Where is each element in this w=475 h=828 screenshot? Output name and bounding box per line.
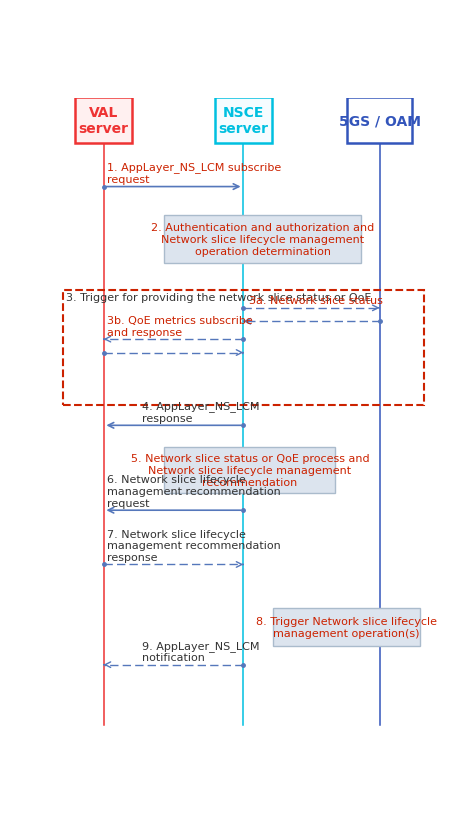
FancyBboxPatch shape <box>273 608 420 647</box>
Text: 3a. Network slice status: 3a. Network slice status <box>249 296 383 306</box>
Text: 9. AppLayer_NS_LCM
notification: 9. AppLayer_NS_LCM notification <box>142 640 260 662</box>
Bar <box>63 291 424 406</box>
Text: 1. AppLayer_NS_LCM subscribe
request: 1. AppLayer_NS_LCM subscribe request <box>107 162 282 185</box>
FancyBboxPatch shape <box>75 98 132 144</box>
Text: NSCE
server: NSCE server <box>218 106 268 136</box>
Text: 4. AppLayer_NS_LCM
response: 4. AppLayer_NS_LCM response <box>142 401 260 423</box>
Text: 2. Authentication and authorization and
Network slice lifecycle management
opera: 2. Authentication and authorization and … <box>151 223 374 256</box>
Text: 5GS / OAM: 5GS / OAM <box>339 114 421 128</box>
FancyBboxPatch shape <box>164 216 361 263</box>
FancyBboxPatch shape <box>215 98 272 144</box>
FancyBboxPatch shape <box>347 98 412 144</box>
Text: 3b. QoE metrics subscribe
and response: 3b. QoE metrics subscribe and response <box>107 315 253 337</box>
Text: VAL
server: VAL server <box>78 106 129 136</box>
FancyBboxPatch shape <box>164 447 335 493</box>
Text: 3. Trigger for providing the network slice status or QoE: 3. Trigger for providing the network sli… <box>66 292 371 302</box>
Text: 6. Network slice lifecycle
management recommendation
request: 6. Network slice lifecycle management re… <box>107 475 281 508</box>
Text: 8. Trigger Network slice lifecycle
management operation(s): 8. Trigger Network slice lifecycle manag… <box>256 617 437 638</box>
Text: 5. Network slice status or QoE process and
Network slice lifecycle management
re: 5. Network slice status or QoE process a… <box>131 454 369 487</box>
Text: 7. Network slice lifecycle
management recommendation
response: 7. Network slice lifecycle management re… <box>107 529 281 562</box>
